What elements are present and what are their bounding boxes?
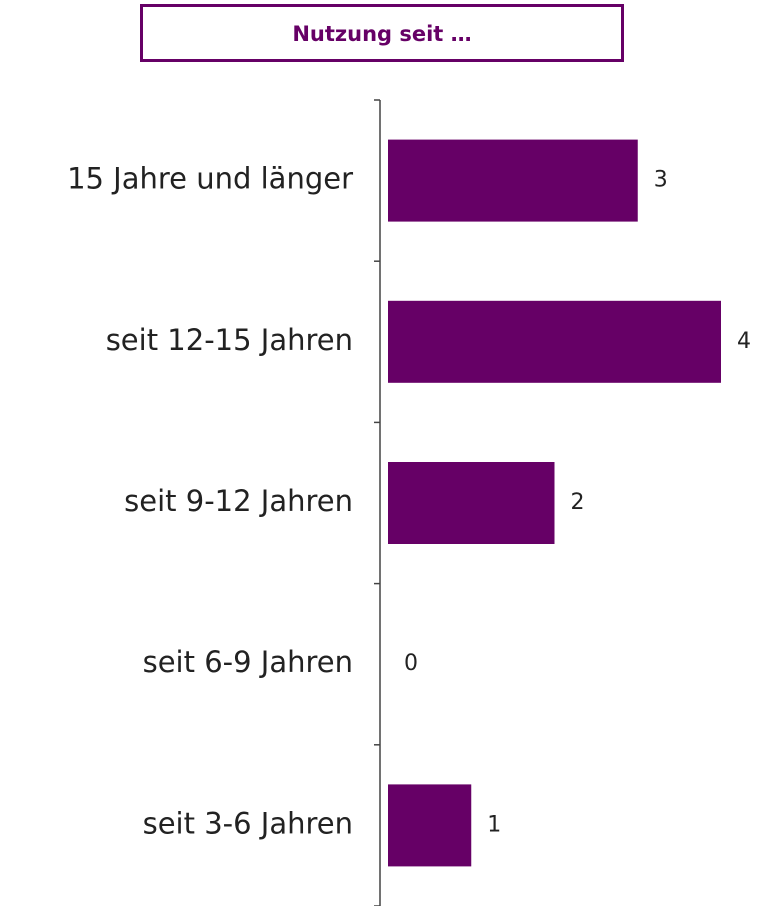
value-label: 4 [737, 329, 751, 354]
bar [388, 139, 638, 222]
bar [388, 462, 555, 544]
category-label: seit 9-12 Jahren [124, 484, 353, 518]
bar [388, 300, 721, 383]
value-label: 3 [654, 168, 668, 193]
category-label: seit 12-15 Jahren [106, 323, 353, 357]
value-label: 1 [487, 812, 501, 837]
value-label: 2 [571, 490, 585, 515]
value-label: 0 [404, 651, 418, 676]
title-box [140, 4, 624, 62]
chart-title: Nutzung seit … [292, 22, 471, 46]
bar [388, 784, 472, 867]
category-label: 15 Jahre und länger [67, 162, 353, 196]
category-label: seit 6-9 Jahren [143, 645, 353, 679]
category-label: seit 3-6 Jahren [143, 806, 353, 840]
